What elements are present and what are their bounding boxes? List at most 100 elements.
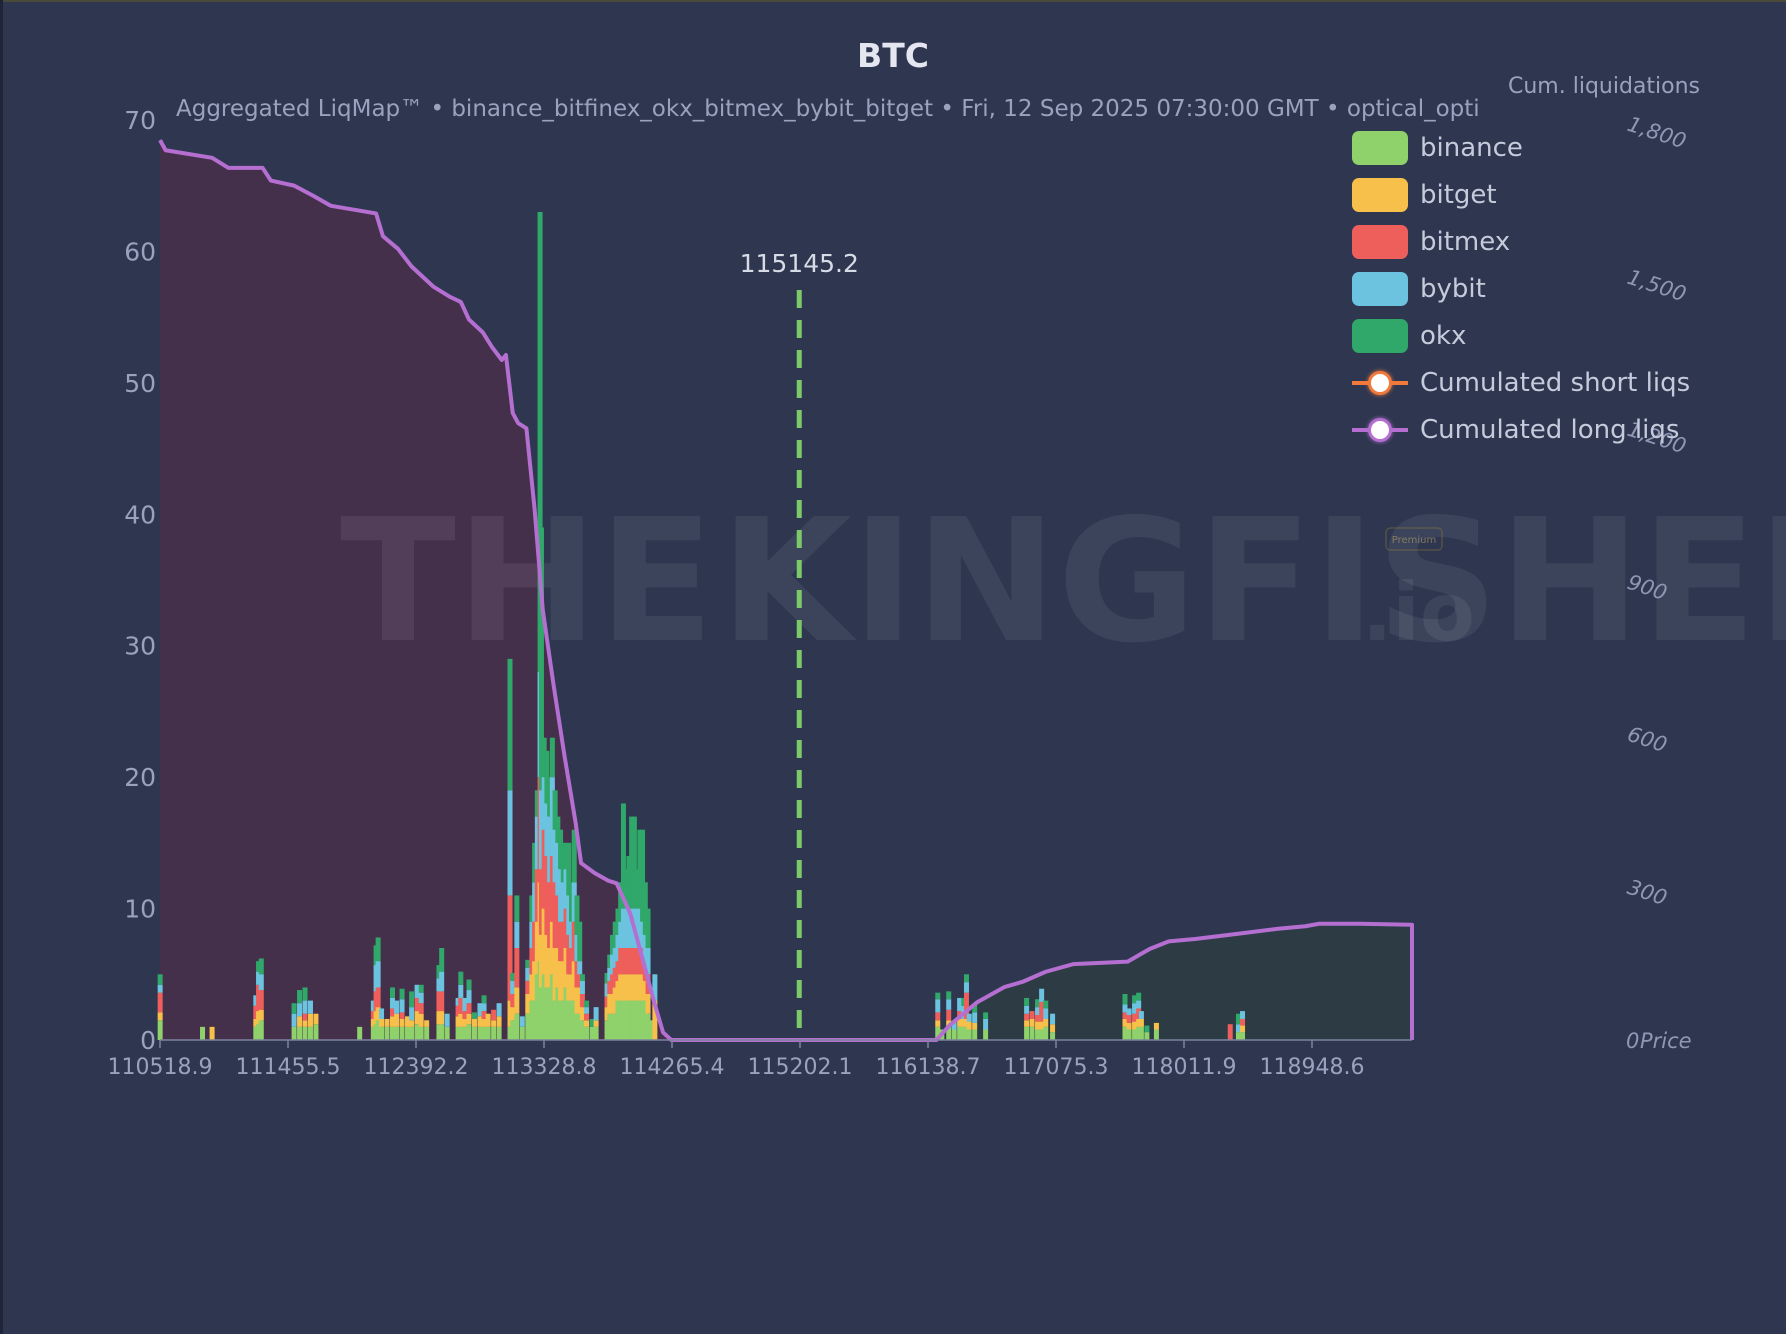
bar-segment-bitget	[604, 1007, 610, 1021]
bar-segment-bitmex	[253, 1005, 259, 1019]
current-price-label: 115145.2	[740, 249, 859, 278]
bar-segment-bybit	[302, 1000, 308, 1014]
legend-label: binance	[1420, 132, 1523, 163]
bar-segment-binance	[458, 1026, 464, 1040]
legend-item-binance[interactable]: binance	[1352, 124, 1690, 171]
bar-segment-bitget	[414, 1011, 420, 1025]
cumulative-lines	[158, 139, 1414, 1042]
bar-segment-binance	[610, 1013, 616, 1040]
bar-segment-binance	[532, 1000, 538, 1040]
bar-segment-bitget	[579, 1007, 585, 1021]
legend-item-bybit[interactable]: bybit	[1352, 265, 1690, 312]
bar-segment-bybit	[615, 934, 621, 962]
bar-segment-bitmex	[1039, 1001, 1045, 1022]
bar-segment-bitmex	[637, 948, 643, 975]
bar-segment-okx	[629, 816, 635, 909]
bar-segment-okx	[604, 972, 610, 984]
bar-segment-okx	[436, 965, 442, 979]
bar-segment-okx	[935, 992, 941, 1000]
bar-segment-binance	[626, 1000, 632, 1040]
bar-segment-bitget	[538, 934, 544, 988]
bar-segment-bitmex	[631, 948, 637, 975]
y2-tick-label: 0	[1626, 1029, 1639, 1053]
bar-segment-bitmex	[574, 961, 580, 988]
bar-segment-bybit	[297, 1003, 303, 1017]
bar-segment-bitget	[529, 974, 535, 1001]
bar-segment-bitmex	[507, 895, 513, 1001]
legend-item-cumulated-short-liqs[interactable]: Cumulated short liqs	[1352, 359, 1690, 406]
bar-segment-bitmex	[1240, 1018, 1246, 1026]
bar-segment-bitmex	[399, 1012, 405, 1019]
bar-segment-bitget	[642, 980, 648, 1001]
bar-segment-bitmex	[256, 984, 262, 1012]
bar-segment-bitmex	[462, 1011, 468, 1019]
bar-segment-binance	[384, 1026, 390, 1040]
bar-segment-bitmex	[1035, 1015, 1041, 1022]
bar-segment-bybit	[1132, 1003, 1138, 1014]
long-liqs-area	[160, 140, 801, 1041]
bar-segment-binance	[966, 1029, 972, 1040]
bar-segment-bitget	[541, 908, 547, 975]
bar-segment-binance	[302, 1026, 308, 1040]
bar-segment-binance	[547, 987, 553, 1040]
bar-segment-binance	[623, 1000, 629, 1040]
bar-segment-okx	[1035, 999, 1041, 1008]
bar-segment-bitmex	[1024, 1013, 1030, 1021]
bar-segment-bitmex	[436, 991, 442, 1012]
bar-segment-bitget	[1050, 1024, 1056, 1033]
bar-segment-bybit	[983, 1018, 989, 1030]
legend-item-cumulated-long-liqs[interactable]: Cumulated long liqs	[1352, 406, 1690, 453]
bar-segment-bitget	[1240, 1025, 1246, 1033]
bar-segment-bitget	[612, 987, 618, 1014]
bar-segment-binance	[951, 1029, 957, 1040]
bar-segment-bybit	[462, 997, 468, 1012]
bar-segment-bitmex	[157, 992, 163, 1013]
bar-segment-bitmex	[481, 1011, 487, 1019]
bar-segment-bitget	[418, 1013, 424, 1027]
bar-segment-binance	[972, 1029, 978, 1040]
bar-segment-bitget	[558, 961, 564, 1001]
bar-segment-bitget	[477, 1016, 483, 1027]
bar-segment-binance	[455, 1026, 461, 1040]
bar-segment-bybit	[652, 974, 658, 1001]
bar-segment-bitmex	[418, 1003, 424, 1014]
bar-segment-bitget	[1138, 1018, 1144, 1027]
bar-segment-okx	[640, 829, 646, 922]
bar-segment-bitget	[485, 1013, 491, 1027]
bar-segment-bitget	[302, 1020, 308, 1027]
x-tick-label: 118011.9	[1132, 1055, 1237, 1080]
bar-segment-binance	[510, 1020, 516, 1040]
bar-segment-bitget	[935, 1020, 941, 1027]
bar-segment-binance	[637, 1000, 643, 1040]
legend-item-bitmex[interactable]: bitmex	[1352, 218, 1690, 265]
bar-segment-binance	[399, 1026, 405, 1040]
legend-item-bitget[interactable]: bitget	[1352, 171, 1690, 218]
bar-segment-bybit	[496, 1003, 502, 1017]
bar-segment-okx	[510, 972, 516, 981]
bar-segment-okx	[577, 921, 583, 962]
bar-segment-bybit	[514, 921, 520, 948]
legend-swatch	[1352, 224, 1408, 259]
bar-segment-binance	[634, 1000, 640, 1040]
bar-segment-bitmex	[569, 948, 575, 975]
bar-segment-okx	[471, 1012, 477, 1019]
bar-segment-bitget	[525, 994, 531, 1014]
bar-segment-okx	[466, 979, 472, 991]
legend-item-okx[interactable]: okx	[1352, 312, 1690, 359]
bar-segment-okx	[574, 895, 580, 935]
bar-segment-okx	[1122, 994, 1128, 1005]
bar-segment-bybit	[935, 999, 941, 1013]
bar-segment-binance	[560, 1000, 566, 1040]
bar-segment-bitget	[375, 1007, 381, 1021]
bar-segment-bitget	[1024, 1020, 1030, 1027]
bar-segment-bybit	[951, 1021, 957, 1030]
watermark-text-io: .io	[1362, 566, 1475, 659]
bar-segment-bitget	[1039, 1021, 1045, 1030]
bar-segment-bitget	[307, 1013, 313, 1027]
bar-segment-okx	[584, 1000, 590, 1008]
bar-segment-binance	[471, 1026, 477, 1040]
y-tick-label: 40	[124, 500, 156, 529]
bar-segment-bybit	[444, 1013, 450, 1027]
bar-segment-bybit	[558, 869, 564, 922]
